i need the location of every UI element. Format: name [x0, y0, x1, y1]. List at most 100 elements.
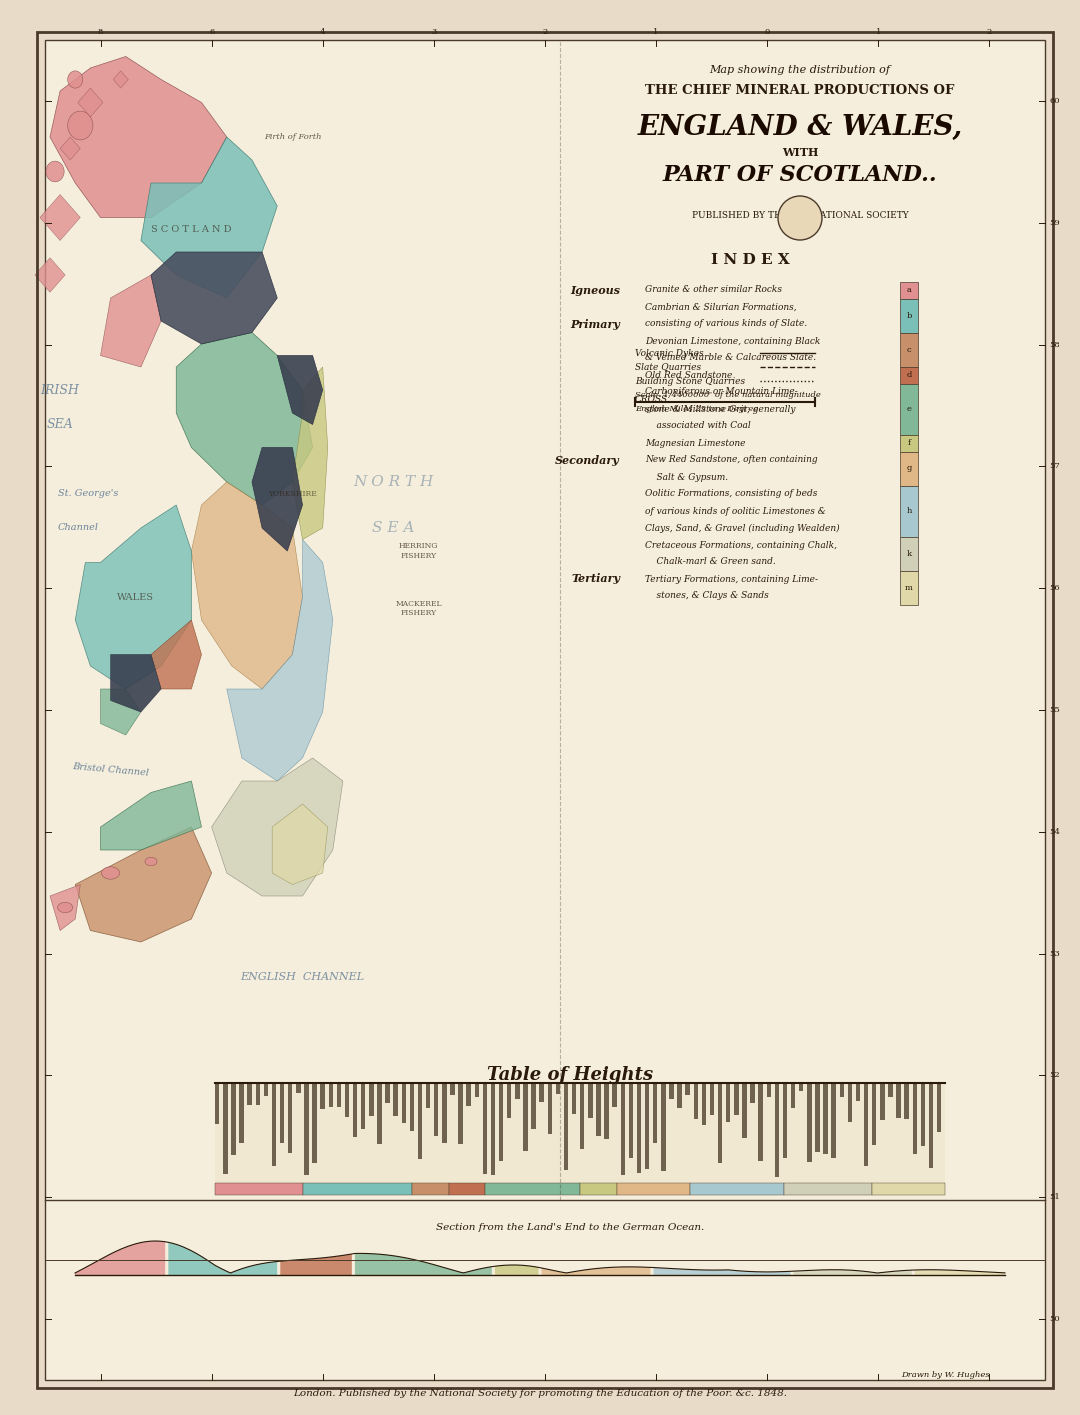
- Text: NATIONAL SOCIETY: NATIONAL SOCIETY: [812, 211, 908, 219]
- Bar: [413, 1183, 448, 1196]
- Polygon shape: [76, 505, 191, 689]
- Text: f: f: [907, 439, 910, 447]
- Bar: [621, 1082, 625, 1176]
- Text: Channel: Channel: [58, 524, 99, 532]
- Bar: [742, 1082, 746, 1138]
- Bar: [758, 1082, 762, 1160]
- Polygon shape: [35, 258, 65, 293]
- Text: 58: 58: [1049, 341, 1059, 348]
- Bar: [791, 1082, 795, 1108]
- Bar: [888, 1082, 893, 1097]
- Bar: [280, 1082, 284, 1143]
- Text: 0: 0: [765, 28, 770, 35]
- Text: IRISH: IRISH: [41, 383, 80, 396]
- Text: 55: 55: [1049, 706, 1059, 715]
- Bar: [589, 1082, 593, 1118]
- Text: Devonian Limestone, containing Black: Devonian Limestone, containing Black: [645, 337, 821, 345]
- Text: MACKEREL
FISHERY: MACKEREL FISHERY: [395, 600, 442, 617]
- Text: Tertiary Formations, containing Lime-: Tertiary Formations, containing Lime-: [645, 574, 818, 583]
- Bar: [485, 1183, 580, 1196]
- Text: 3: 3: [431, 28, 436, 35]
- Bar: [426, 1082, 430, 1108]
- Bar: [839, 1082, 843, 1098]
- Text: WALES: WALES: [118, 593, 154, 601]
- Text: N O R T H: N O R T H: [353, 475, 433, 490]
- Bar: [572, 1082, 577, 1114]
- Text: 6: 6: [210, 28, 214, 35]
- Polygon shape: [100, 781, 202, 850]
- Text: St. George's: St. George's: [58, 490, 119, 498]
- Polygon shape: [100, 689, 140, 734]
- Bar: [556, 1082, 561, 1094]
- Polygon shape: [176, 333, 312, 505]
- Ellipse shape: [57, 903, 72, 913]
- Text: 2: 2: [987, 28, 993, 35]
- Bar: [677, 1082, 681, 1108]
- Bar: [710, 1082, 714, 1115]
- Text: London. Published by the National Society for promoting the Education of the Poo: London. Published by the National Societ…: [293, 1388, 787, 1398]
- Text: I N D E X: I N D E X: [711, 253, 789, 267]
- Bar: [645, 1082, 649, 1169]
- Bar: [900, 299, 918, 333]
- Polygon shape: [191, 483, 302, 689]
- Text: 53: 53: [1049, 949, 1059, 958]
- Ellipse shape: [102, 867, 120, 879]
- Bar: [288, 1082, 293, 1153]
- Polygon shape: [278, 355, 323, 424]
- Bar: [799, 1082, 804, 1091]
- Bar: [929, 1082, 933, 1169]
- Polygon shape: [227, 539, 333, 781]
- Text: k: k: [906, 549, 912, 558]
- Bar: [490, 1082, 496, 1174]
- Bar: [224, 1082, 228, 1173]
- Text: New Red Sandstone, often containing: New Red Sandstone, often containing: [645, 456, 818, 464]
- Bar: [783, 1082, 787, 1159]
- Bar: [369, 1082, 374, 1116]
- Bar: [402, 1082, 406, 1124]
- Text: Granite & other similar Rocks: Granite & other similar Rocks: [645, 286, 782, 294]
- Bar: [848, 1082, 852, 1122]
- Text: Salt & Gypsum.: Salt & Gypsum.: [645, 473, 728, 481]
- Ellipse shape: [68, 71, 83, 88]
- Polygon shape: [76, 826, 212, 942]
- Text: 50: 50: [1049, 1315, 1059, 1323]
- Bar: [900, 485, 918, 536]
- Bar: [693, 1082, 698, 1119]
- Bar: [328, 1082, 333, 1107]
- Text: YORKSHIRE: YORKSHIRE: [268, 490, 316, 498]
- Bar: [337, 1082, 341, 1107]
- Bar: [872, 1082, 877, 1145]
- Text: Volcanic Dykes: Volcanic Dykes: [635, 348, 704, 358]
- Text: stones, & Clays & Sands: stones, & Clays & Sands: [645, 591, 769, 600]
- Bar: [321, 1082, 325, 1109]
- Bar: [718, 1082, 723, 1163]
- Bar: [605, 1082, 609, 1139]
- Text: 4: 4: [320, 28, 325, 35]
- Bar: [302, 1183, 413, 1196]
- Text: Table of Heights: Table of Heights: [487, 1065, 653, 1084]
- Bar: [629, 1082, 633, 1159]
- Bar: [637, 1082, 642, 1173]
- Bar: [393, 1082, 397, 1116]
- Bar: [345, 1082, 349, 1118]
- Text: 57: 57: [1049, 463, 1059, 470]
- Text: Scale. 1/4400000ᶜ of the natural magnitude: Scale. 1/4400000ᶜ of the natural magnitu…: [635, 391, 821, 399]
- Bar: [900, 451, 918, 485]
- Text: a: a: [906, 286, 912, 294]
- Text: ENGLISH  CHANNEL: ENGLISH CHANNEL: [241, 972, 365, 982]
- Bar: [734, 1082, 739, 1115]
- Bar: [596, 1082, 600, 1136]
- Polygon shape: [151, 620, 202, 689]
- Circle shape: [778, 197, 822, 241]
- Bar: [807, 1082, 811, 1162]
- Bar: [531, 1082, 536, 1129]
- Polygon shape: [113, 71, 129, 88]
- Bar: [864, 1082, 868, 1166]
- Bar: [900, 570, 918, 604]
- Bar: [264, 1082, 268, 1097]
- Text: PART OF SCOTLAND..: PART OF SCOTLAND..: [663, 164, 937, 185]
- Polygon shape: [293, 366, 327, 539]
- Text: Building Stone Quarries: Building Stone Quarries: [635, 376, 745, 385]
- Polygon shape: [110, 655, 161, 712]
- Polygon shape: [78, 88, 103, 117]
